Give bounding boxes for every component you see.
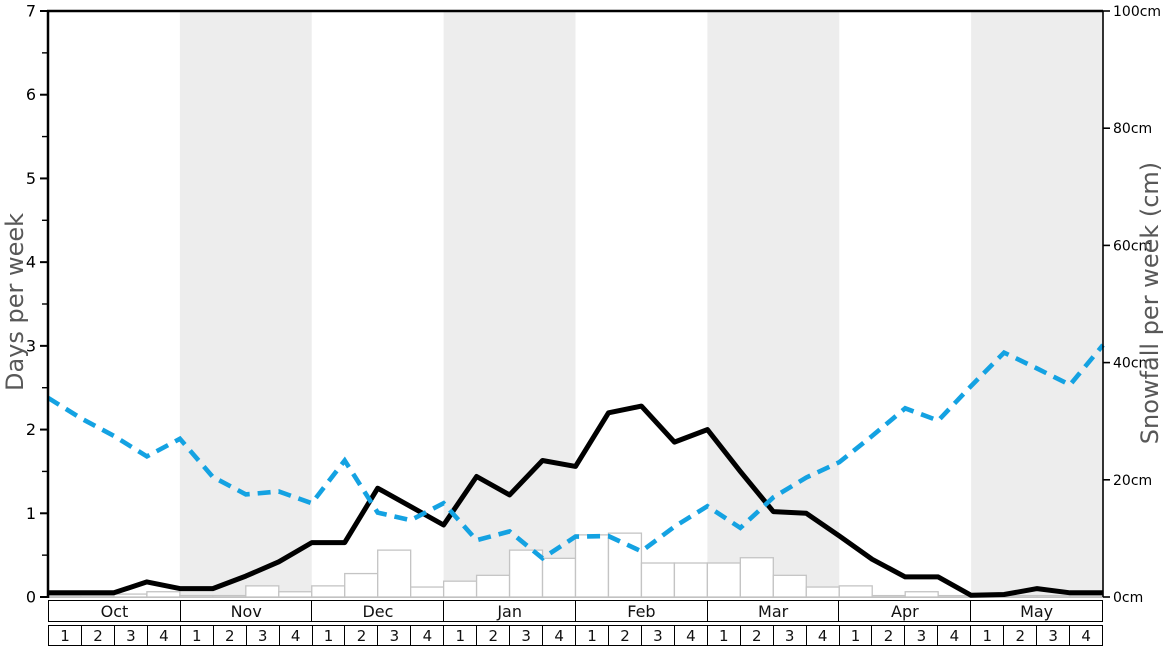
week-cell-apr-3: 3: [904, 625, 939, 646]
snowfall-bar-week-28: [937, 594, 972, 598]
right-axis-tick-label: 40cm: [1113, 356, 1152, 372]
week-cell-may-1: 1: [970, 625, 1005, 646]
week-cell-may-2: 2: [1003, 625, 1038, 646]
snowfall-bar-week-27: [904, 591, 939, 598]
month-cell-mar: Mar: [706, 600, 840, 622]
week-cell-nov-2: 2: [212, 625, 247, 646]
left-axis-tick-label: 3: [26, 336, 36, 355]
left-axis-tick-label: 0: [26, 588, 36, 607]
snowfall-bar-week-2: [80, 594, 115, 598]
week-cell-mar-3: 3: [772, 625, 807, 646]
week-cell-feb-2: 2: [607, 625, 643, 646]
week-cell-may-4: 4: [1069, 625, 1104, 646]
week-cell-may-3: 3: [1036, 625, 1071, 646]
right-axis-tick-label: 100cm: [1113, 4, 1161, 20]
left-axis-tick-label: 6: [26, 85, 36, 104]
snowfall-bar-week-10: [344, 572, 379, 598]
left-axis-title: Days per week: [1, 212, 29, 392]
week-cell-nov-3: 3: [245, 625, 280, 646]
week-cell-feb-4: 4: [673, 625, 708, 646]
month-cell-apr: Apr: [838, 600, 972, 622]
snowfall-bar-week-6: [212, 594, 247, 598]
left-axis-tick-label: 2: [26, 420, 36, 439]
snowfall-bar-week-3: [113, 593, 148, 598]
week-cell-jan-4: 4: [542, 625, 577, 646]
shaded-band-jan: [443, 11, 576, 597]
week-cell-jan-1: 1: [443, 625, 478, 646]
snowfall-bar-week-24: [805, 586, 840, 598]
snowfall-bar-week-9: [311, 585, 346, 598]
right-axis-tick-label: 20cm: [1113, 473, 1152, 489]
snowfall-bar-week-7: [245, 585, 280, 598]
snowfall-bar-week-20: [673, 562, 709, 598]
snowfall-bar-week-18: [607, 532, 643, 598]
week-cell-jan-3: 3: [509, 625, 544, 646]
week-cell-jan-2: 2: [476, 625, 511, 646]
snowfall-bar-week-19: [640, 562, 676, 598]
snowfall-bar-week-15: [508, 549, 544, 598]
right-axis-title: Snowfall per week (cm): [1136, 161, 1164, 445]
week-cell-oct-2: 2: [80, 625, 116, 646]
snowfall-per-week-line: [46, 343, 1105, 562]
right-axis-tick-label: 80cm: [1113, 121, 1152, 137]
snowfall-bar-week-32: [1069, 594, 1104, 598]
snowfall-bar-week-8: [278, 591, 313, 598]
snowfall-bar-week-22: [739, 557, 774, 598]
snowfall-bar-week-21: [706, 562, 742, 598]
days-per-week-line: [48, 403, 1103, 598]
week-cell-oct-4: 4: [146, 625, 181, 646]
month-cell-oct: Oct: [48, 600, 181, 622]
snowfall-bar-week-14: [475, 574, 511, 598]
snowfall-bar-week-17: [574, 534, 610, 598]
snowfall-bar-week-31: [1036, 594, 1071, 598]
month-cell-jan: Jan: [443, 600, 577, 622]
snowfall-bar-week-1: [47, 594, 82, 598]
week-cell-oct-1: 1: [48, 625, 83, 646]
month-cell-dec: Dec: [311, 600, 445, 622]
snowfall-bar-week-13: [442, 580, 478, 598]
shaded-band-may: [971, 11, 1103, 597]
left-axis-tick-label: 7: [26, 2, 36, 21]
shaded-band-nov: [179, 11, 312, 597]
month-cell-may: May: [970, 600, 1104, 622]
snowfall-bar-week-23: [772, 574, 807, 598]
week-cell-apr-4: 4: [937, 625, 972, 646]
month-cell-nov: Nov: [179, 600, 313, 622]
snowfall-bar-week-5: [179, 594, 214, 598]
left-axis-tick-label: 4: [26, 253, 36, 272]
right-axis-tick-label: 60cm: [1113, 238, 1152, 254]
week-cell-feb-1: 1: [575, 625, 610, 646]
month-cell-feb: Feb: [574, 600, 708, 622]
snowfall-bar-week-26: [871, 594, 906, 598]
snowfall-bar-week-11: [377, 549, 412, 598]
week-cell-dec-4: 4: [410, 625, 445, 646]
week-cell-feb-3: 3: [640, 625, 675, 646]
week-cell-dec-1: 1: [311, 625, 346, 646]
snowfall-bar-week-16: [541, 557, 577, 598]
week-cell-dec-3: 3: [377, 625, 412, 646]
week-cell-apr-1: 1: [838, 625, 873, 646]
left-axis-tick-label: 5: [26, 169, 36, 188]
week-cell-apr-2: 2: [871, 625, 906, 646]
week-cell-dec-2: 2: [344, 625, 379, 646]
right-axis-tick-label: 0cm: [1113, 590, 1143, 606]
snowfall-bar-week-12: [410, 586, 445, 598]
left-axis-tick-label: 1: [26, 504, 36, 523]
week-cell-mar-4: 4: [805, 625, 840, 646]
week-cell-mar-2: 2: [739, 625, 774, 646]
snowfall-bar-week-25: [838, 585, 873, 598]
month-label-row: Oct Nov Dec Jan Feb Mar Apr May: [48, 600, 1104, 622]
snowfall-bar-week-4: [146, 591, 181, 598]
week-cell-nov-4: 4: [278, 625, 313, 646]
week-cell-mar-1: 1: [706, 625, 741, 646]
week-cell-oct-3: 3: [113, 625, 148, 646]
week-cell-nov-1: 1: [179, 625, 214, 646]
